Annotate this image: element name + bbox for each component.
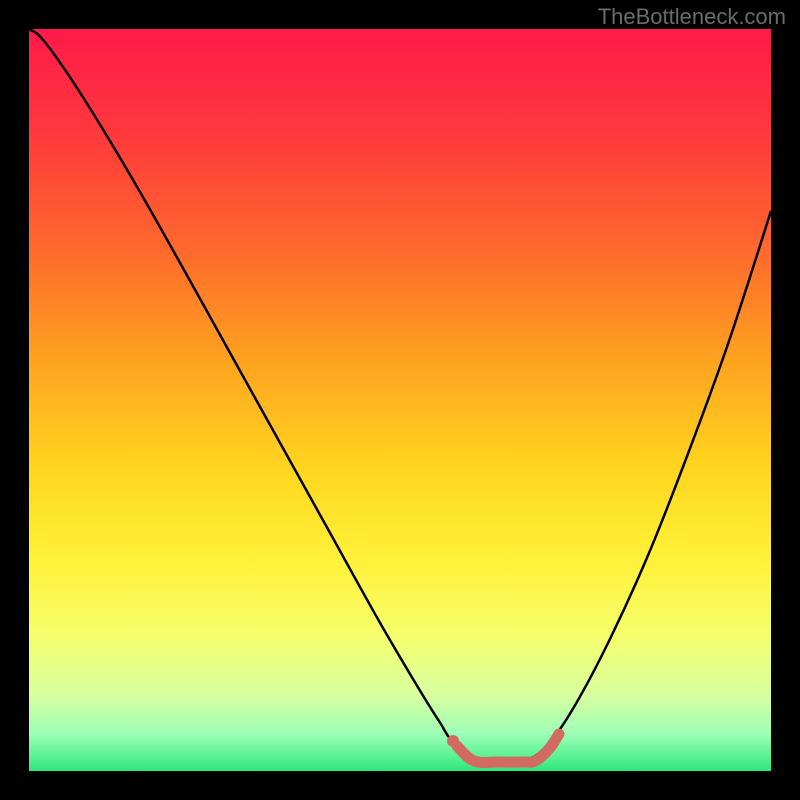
chart-container: TheBottleneck.com xyxy=(0,0,800,800)
highlight-dot xyxy=(447,735,459,747)
watermark-text: TheBottleneck.com xyxy=(598,4,786,30)
plot-area xyxy=(29,29,771,771)
plot-svg xyxy=(29,29,771,771)
background-gradient xyxy=(29,29,771,771)
